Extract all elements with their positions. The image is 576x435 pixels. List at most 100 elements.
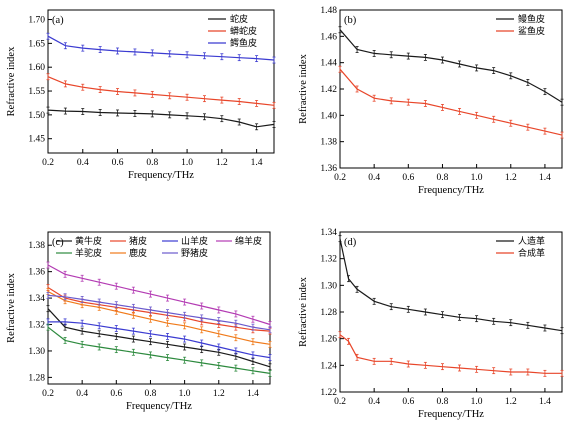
x-axis-label: Frequency/THz	[418, 409, 484, 420]
series-group	[46, 318, 272, 361]
y-tick-label: 1.50	[28, 111, 45, 121]
legend-label: 绵羊皮	[235, 235, 262, 247]
y-tick-label: 1.60	[28, 63, 45, 73]
x-tick-label: 1.4	[247, 389, 259, 399]
series-group	[338, 235, 564, 335]
y-tick-label: 1.38	[28, 241, 45, 251]
x-tick-label: 0.6	[402, 173, 414, 183]
x-tick-label: 1.2	[216, 158, 228, 168]
legend-label: 黄牛皮	[75, 235, 102, 247]
y-tick-label: 1.40	[320, 111, 337, 121]
y-tick-label: 1.32	[28, 321, 45, 331]
x-tick-label: 1.4	[251, 158, 263, 168]
series-line	[47, 264, 271, 326]
y-tick-label: 1.46	[320, 32, 337, 42]
legend-label: 猪皮	[129, 235, 147, 247]
series-line	[47, 290, 271, 345]
x-tick-label: 0.4	[76, 389, 88, 399]
y-tick-label: 1.30	[28, 347, 45, 357]
legend-label: 蛇皮	[230, 13, 248, 25]
x-tick-label: 0.2	[334, 397, 346, 407]
series-line	[47, 35, 275, 61]
x-tick-label: 1.0	[181, 158, 193, 168]
chart-panel-3: 0.2 0.4 0.6 0.8 1.0 1.2 1.4 1.28 1.30 1.32 1.34 1.3…	[6, 231, 272, 412]
y-tick-label: 1.42	[320, 85, 337, 95]
y-tick-label: 1.32	[320, 255, 337, 265]
legend-label: 合成革	[518, 247, 545, 259]
y-axis-label: Refractive index	[298, 276, 309, 346]
x-tick-label: 0.8	[437, 397, 449, 407]
legend-label: 鲨鱼皮	[518, 25, 545, 37]
y-axis-label: Refractive index	[6, 272, 17, 342]
panel-label: (a)	[52, 15, 64, 26]
x-tick-label: 0.8	[145, 389, 157, 399]
y-tick-label: 1.34	[28, 294, 45, 304]
x-tick-label: 1.4	[539, 397, 551, 407]
series-line	[47, 76, 275, 106]
x-tick-label: 0.6	[112, 158, 124, 168]
legend-label: 人造革	[518, 235, 545, 247]
series-group	[46, 261, 272, 328]
x-tick-label: 0.4	[368, 397, 380, 407]
x-tick-label: 0.6	[402, 397, 414, 407]
panel-label: (b)	[344, 15, 357, 26]
y-tick-label: 1.36	[28, 268, 45, 278]
series-line	[47, 308, 271, 368]
x-tick-label: 1.2	[505, 397, 517, 407]
legend-label: 蟒蛇皮	[230, 25, 257, 37]
series-group	[46, 288, 272, 348]
y-tick-label: 1.55	[28, 87, 45, 97]
legend-label: 野猪皮	[181, 247, 208, 259]
chart-panel-4: 0.2 0.4 0.6 0.8 1.0 1.2 1.4 1.22 1.24 1.26 1.28 1.3…	[298, 228, 564, 420]
y-tick-label: 1.30	[320, 281, 337, 291]
legend-label: 羊驼皮	[75, 247, 102, 259]
y-tick-label: 1.26	[320, 335, 337, 345]
y-tick-label: 1.28	[28, 373, 45, 383]
x-tick-label: 1.0	[471, 173, 483, 183]
x-tick-label: 0.8	[146, 158, 158, 168]
chart-panel-2: 0.2 0.4 0.6 0.8 1.0 1.2 1.4 1.36 1.38 1.40 1.42 1.4…	[298, 6, 564, 196]
panel-label: (c)	[52, 237, 64, 248]
series-group	[46, 323, 272, 377]
series-group	[46, 292, 272, 334]
x-tick-label: 0.6	[110, 389, 122, 399]
y-tick-label: 1.45	[28, 135, 45, 145]
y-axis-label: Refractive index	[6, 46, 17, 116]
legend-label: 鳄鱼皮	[230, 37, 257, 49]
x-tick-label: 0.2	[42, 389, 54, 399]
series-line	[47, 286, 271, 332]
series-group	[46, 32, 276, 64]
plot-frame	[47, 9, 275, 154]
series-line	[48, 321, 271, 359]
series-line	[47, 294, 271, 331]
x-tick-label: 0.2	[334, 173, 346, 183]
series-group	[46, 106, 276, 131]
x-tick-label: 0.4	[77, 158, 89, 168]
series-group	[338, 331, 564, 377]
y-tick-label: 1.44	[320, 59, 337, 69]
y-tick-label: 1.36	[320, 164, 337, 174]
x-tick-label: 1.2	[213, 389, 225, 399]
y-tick-label: 1.65	[28, 39, 45, 49]
series-group	[46, 284, 272, 335]
series-group	[46, 73, 276, 109]
chart-panel-1: 0.2 0.4 0.6 0.8 1.0 1.2 1.4 1.45 1.50 1.55 1.60 1.6…	[6, 9, 276, 181]
x-axis-label: Frequency/THz	[418, 185, 484, 196]
panel-label: (d)	[344, 237, 357, 248]
x-tick-label: 0.4	[368, 173, 380, 183]
series-group	[46, 305, 272, 371]
y-tick-label: 1.34	[320, 228, 337, 238]
legend-label: 鳗鱼皮	[518, 13, 545, 25]
x-tick-label: 1.4	[539, 173, 551, 183]
series-line	[339, 68, 563, 136]
y-tick-label: 1.70	[28, 16, 45, 26]
series-group	[338, 26, 564, 106]
y-tick-label: 1.28	[320, 308, 337, 318]
y-tick-label: 1.24	[320, 361, 337, 371]
legend-label: 鹿皮	[129, 247, 147, 259]
